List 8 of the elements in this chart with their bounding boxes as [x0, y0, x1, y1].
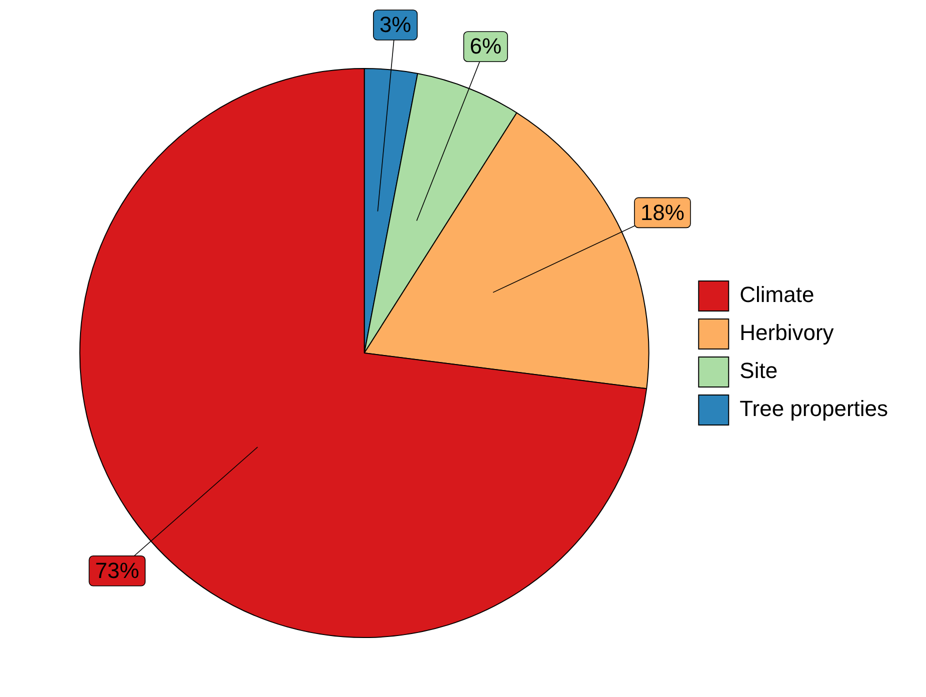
legend-label: Climate	[740, 282, 814, 308]
data-label: 6%	[470, 34, 502, 59]
legend-label: Site	[740, 358, 778, 384]
legend-label: Tree properties	[740, 396, 888, 422]
data-label: 73%	[95, 558, 140, 583]
data-label: 3%	[379, 12, 412, 38]
legend-label: Herbivory	[740, 320, 834, 346]
data-label: 18%	[640, 200, 684, 225]
